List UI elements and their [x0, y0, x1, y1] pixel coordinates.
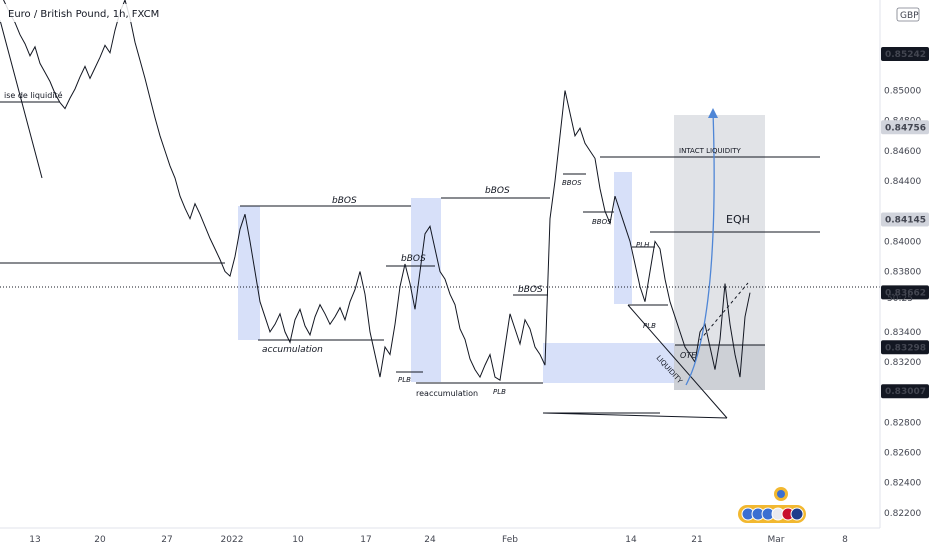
bbos-label-1: bBOS: [332, 196, 357, 206]
price-badge-label: 0.85242: [885, 50, 926, 60]
y-tick-label: 0.83400: [884, 328, 921, 338]
x-tick-label: 10: [292, 535, 304, 545]
x-tick-label: 2022: [221, 535, 244, 545]
plb-label-2: PLB: [493, 388, 506, 396]
x-tick-label: Feb: [502, 535, 518, 545]
x-tick-label: 17: [360, 535, 371, 545]
intact-liquidity-label: INTACT LIQUIDITY: [679, 147, 741, 155]
countdown-label: 50:25: [887, 294, 913, 304]
x-tick-label: 13: [29, 535, 40, 545]
y-tick-label: 0.83200: [884, 358, 921, 368]
plh-label: PLH: [636, 241, 650, 249]
y-tick-label: 0.82600: [884, 449, 921, 459]
structure-lines: [0, 19, 820, 419]
x-tick-label: Mar: [768, 535, 785, 545]
blue-zone-accumulation: [238, 206, 260, 340]
bbos-label-2: bBOS: [401, 254, 426, 264]
blue-zone-feb: [543, 343, 675, 383]
price-badge-label: 0.84145: [885, 216, 926, 226]
price-badge-label: 0.83298: [885, 343, 926, 353]
y-tick-label: 0.82800: [884, 418, 921, 428]
events-strip[interactable]: [738, 487, 806, 523]
projection-arrowhead: [708, 108, 718, 118]
price-axis-bg: [880, 0, 932, 528]
reaccumulation-label: reaccumulation: [416, 389, 478, 398]
price-badge: [881, 384, 929, 399]
accumulation-label: accumulation: [262, 345, 323, 355]
y-tick-label: 0.82200: [884, 509, 921, 519]
bbos-small-label-1: BBOS: [562, 179, 582, 187]
symbol-title[interactable]: Euro / British Pound, 1h, FXCM: [8, 9, 159, 20]
blue-zone-reaccumulation: [411, 198, 441, 382]
time-axis-bg: [0, 528, 932, 550]
y-tick-label: 0.85000: [884, 87, 921, 97]
bbos-label-4: bBOS: [518, 285, 543, 295]
price-badge: [881, 47, 929, 61]
price-badge: [881, 212, 929, 227]
price-badge: [881, 120, 929, 135]
bbos-small-label-2: BBOS: [592, 218, 612, 226]
x-tick-label: 24: [424, 535, 436, 545]
left-arrow-line: [0, 19, 43, 179]
currency-badge[interactable]: [896, 7, 920, 22]
dashed-retrace: [699, 282, 749, 341]
x-tick-label: 21: [691, 535, 702, 545]
price-series-line: [3, 0, 751, 382]
liquidity-bottom: [542, 412, 728, 419]
y-tick-label: 0.84600: [884, 147, 921, 157]
ote-label: OTE: [680, 351, 697, 360]
liquidity-diagonal: [627, 304, 728, 419]
x-tick-label: 20: [94, 535, 106, 545]
price-axis[interactable]: 0.852420.850000.848000.846000.844000.840…: [879, 0, 932, 528]
event-icon-top-inner: [777, 490, 785, 498]
blue-zone-feb-13: [614, 172, 632, 304]
plb-label-3: PLB: [643, 322, 656, 330]
price-badge-label: 0.83662: [885, 288, 926, 298]
title-backdrop: [0, 4, 160, 22]
x-tick-label: 14: [625, 535, 637, 545]
projection-curve-arrow: [685, 111, 715, 386]
event-icon-6: [790, 507, 804, 521]
y-tick-label: 0.82400: [884, 479, 921, 489]
plb-label-1: PLB: [398, 376, 411, 384]
time-axis[interactable]: 13 20 27 2022 10 17 24 Feb 14 21 Mar 8: [0, 527, 932, 550]
x-tick-label: 8: [842, 535, 848, 545]
price-badge: [881, 340, 929, 355]
y-tick-label: 0.84000: [884, 237, 921, 247]
eqh-label: EQH: [726, 213, 750, 226]
price-badge-label: 0.84756: [885, 123, 926, 133]
price-badge: [881, 285, 929, 300]
y-tick-label: 0.83800: [884, 268, 921, 278]
x-tick-label: 27: [161, 535, 172, 545]
top-left-note: ise de liquidité: [4, 90, 63, 100]
currency-label[interactable]: GBP: [900, 11, 919, 21]
y-tick-label: 0.84400: [884, 177, 921, 187]
bbos-label-3: bBOS: [485, 186, 510, 196]
price-badge-label: 0.83007: [885, 387, 926, 397]
